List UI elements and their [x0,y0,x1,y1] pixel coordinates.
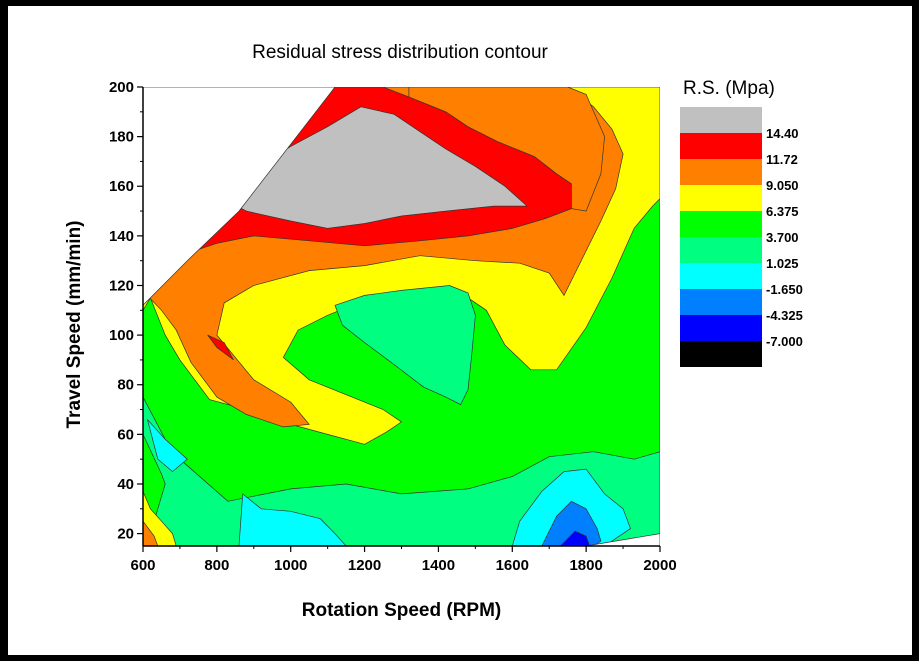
legend-label-8: -7.000 [766,334,803,349]
contour-region-13 [559,530,591,546]
legend-swatch-8 [680,315,762,341]
legend-swatch-1 [680,133,762,159]
legend-swatch-5 [680,237,762,263]
y-tick-label-140: 140 [109,228,134,245]
y-tick-label-180: 180 [109,129,134,146]
y-tick-label-40: 40 [117,476,134,493]
y-tick-label-60: 60 [117,426,134,443]
contour-region-6 [212,106,529,229]
y-tick-label-200: 200 [109,79,134,96]
legend-swatch-6 [680,263,762,289]
y-tick-label-120: 120 [109,277,134,294]
legend-label-4: 3.700 [766,230,799,245]
y-tick-label-80: 80 [117,377,134,394]
contour-region-9 [147,419,188,473]
contour-region-15 [143,520,159,546]
blank-region-bottom-right [586,533,660,546]
x-tick-label-1200: 1200 [348,557,381,574]
blank-region-top-left [143,87,336,306]
y-tick-label-100: 100 [109,327,134,344]
contour-region-10 [238,493,347,546]
legend-label-7: -4.325 [766,308,803,323]
legend-label-2: 9.050 [766,178,799,193]
x-tick-label-1400: 1400 [422,557,455,574]
x-tick-label-1800: 1800 [569,557,602,574]
legend-swatch-9 [680,341,762,367]
legend-swatch-7 [680,289,762,315]
legend-label-1: 11.72 [766,152,798,167]
legend-label-5: 1.025 [766,256,799,271]
contour-region-5 [408,87,605,212]
chart-title: Residual stress distribution contour [252,42,548,63]
contour-regions [143,87,660,546]
legend-swatch-3 [680,185,762,211]
legend-swatch-2 [680,159,762,185]
x-tick-label-600: 600 [130,557,155,574]
x-tick-label-800: 800 [204,557,229,574]
x-tick-label-1000: 1000 [274,557,307,574]
legend-swatch-0 [680,107,762,133]
y-tick-label-20: 20 [117,526,134,543]
x-tick-label-2000: 2000 [643,557,676,574]
legend-label-0: 14.40 [766,126,799,141]
legend-label-3: 6.375 [766,204,799,219]
y-tick-label-160: 160 [109,178,134,195]
legend-title: R.S. (Mpa) [683,78,775,99]
x-tick-label-1600: 1600 [496,557,529,574]
x-axis-title: Rotation Speed (RPM) [302,600,502,621]
contour-region-7 [207,334,234,361]
contour-region-16 [334,285,476,406]
legend-swatch-4 [680,211,762,237]
legend-label-6: -1.650 [766,282,803,297]
y-axis-title: Travel Speed (mm/min) [64,220,85,428]
